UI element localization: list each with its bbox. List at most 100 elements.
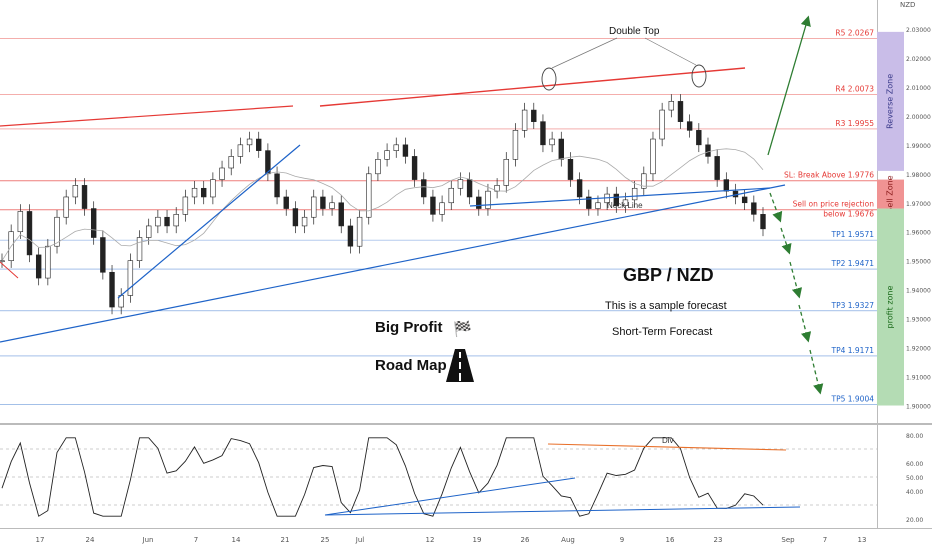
candle-body-28 (256, 138, 262, 151)
candle-body-26 (237, 144, 244, 157)
candle-body-52 (476, 196, 482, 209)
candle-body-8 (72, 185, 79, 198)
double-top-circle-2 (691, 64, 707, 88)
candle-body-27 (246, 138, 253, 146)
time-label-15: Sep (781, 536, 795, 544)
candle-body-23 (210, 179, 216, 198)
candle-body-60 (549, 138, 555, 146)
candle-body-0 (0, 260, 5, 262)
candle-body-59 (540, 121, 546, 146)
down-arrow-3 (798, 304, 812, 343)
time-label-4: 14 (232, 536, 241, 544)
candle-body-41 (375, 159, 381, 175)
down-arrow-4 (809, 349, 824, 395)
time-label-3: 7 (194, 536, 198, 544)
candle-body-55 (503, 159, 509, 186)
rsi-tick-0: 80.00 (906, 433, 923, 440)
rsi-trend-line-2 (324, 506, 801, 516)
zone-label-0: Reverse Zone (886, 74, 895, 129)
time-label-1: 24 (86, 536, 95, 544)
candle-body-9 (81, 185, 88, 209)
neck-line-label: Neck Line (607, 201, 643, 210)
price-tick-12: 1.92000 (906, 346, 931, 353)
candle-body-16 (145, 225, 152, 238)
candle-body-32 (292, 208, 299, 227)
rsi-line (1, 437, 764, 517)
candle-body-19 (173, 214, 179, 227)
candle-body-25 (228, 156, 234, 169)
rsi-tick-3: 40.00 (906, 489, 923, 496)
candle-body-38 (347, 225, 354, 247)
candle-body-82 (751, 202, 757, 215)
time-label-17: 13 (858, 536, 867, 544)
candle-body-21 (191, 187, 198, 198)
chart-title: GBP / NZD (623, 265, 714, 285)
candle-body-76 (696, 130, 702, 146)
level-label-0: R5 2.0267 (835, 29, 874, 38)
candle-body-42 (384, 150, 390, 160)
candle-body-37 (338, 202, 344, 227)
rising-support-line (117, 144, 301, 299)
zone-1 (877, 179, 904, 209)
zone-label-1: Sell Zone (886, 175, 895, 212)
candle-body-58 (531, 109, 537, 122)
time-label-5: 21 (281, 536, 290, 544)
price-tick-9: 1.95000 (906, 259, 931, 266)
time-label-6: 25 (321, 536, 330, 544)
candle-body-24 (219, 167, 225, 180)
candle-body-72 (659, 109, 665, 140)
rsi-tick-4: 20.00 (906, 517, 923, 524)
candle-body-68 (622, 199, 629, 206)
candle-body-15 (136, 237, 143, 261)
down-arrow-1 (780, 227, 792, 255)
candle-body-47 (430, 196, 436, 215)
price-tick-14: 1.90000 (906, 404, 931, 411)
candle-body-50 (457, 179, 464, 189)
forecast-subtitle: This is a sample forecast (605, 300, 727, 312)
candle-body-43 (393, 144, 399, 151)
time-label-11: Aug (561, 536, 575, 544)
candle-body-14 (127, 260, 134, 296)
candle-body-10 (90, 208, 97, 238)
time-label-8: 12 (426, 536, 435, 544)
time-label-12: 9 (620, 536, 624, 544)
candle-body-64 (586, 196, 592, 209)
candle-body-44 (402, 144, 409, 157)
level-label-3: SL: Break Above 1.9776 (784, 171, 874, 180)
price-tick-8: 1.96000 (906, 230, 931, 237)
candle-body-78 (714, 156, 720, 180)
candle-body-69 (631, 187, 638, 201)
candle-body-62 (567, 159, 574, 180)
up-arrow (767, 15, 811, 156)
candle-body-45 (411, 156, 418, 180)
candle-body-79 (723, 179, 730, 192)
candle-body-30 (274, 173, 280, 198)
candle-body-67 (613, 193, 620, 206)
candle-body-56 (512, 130, 519, 160)
neck-line (469, 187, 771, 207)
candle-body-17 (155, 216, 161, 227)
rsi-trend-line-1 (324, 477, 576, 516)
down-arrow-0 (769, 192, 783, 223)
zone-label-2: profit zone (886, 286, 895, 329)
candle-body-5 (45, 245, 51, 279)
candle-body-48 (439, 202, 445, 215)
candle-body-22 (201, 187, 207, 198)
level-label-6: TP2 1.9471 (830, 259, 874, 268)
level-label2-4: below 1.9676 (823, 210, 874, 219)
candle-body-18 (164, 216, 170, 227)
div-label: Div (662, 436, 674, 445)
candle-body-40 (366, 173, 372, 218)
candle-body-65 (595, 202, 601, 209)
time-label-13: 16 (666, 536, 675, 544)
down-arrow-2 (789, 261, 803, 299)
time-label-16: 7 (823, 536, 827, 544)
candle-body-3 (26, 211, 33, 256)
level-label-9: TP5 1.9004 (830, 394, 874, 403)
candle-body-20 (182, 196, 189, 215)
candle-body-7 (63, 196, 69, 218)
candle-body-36 (329, 202, 335, 209)
upper-channel-line-left (0, 105, 294, 127)
